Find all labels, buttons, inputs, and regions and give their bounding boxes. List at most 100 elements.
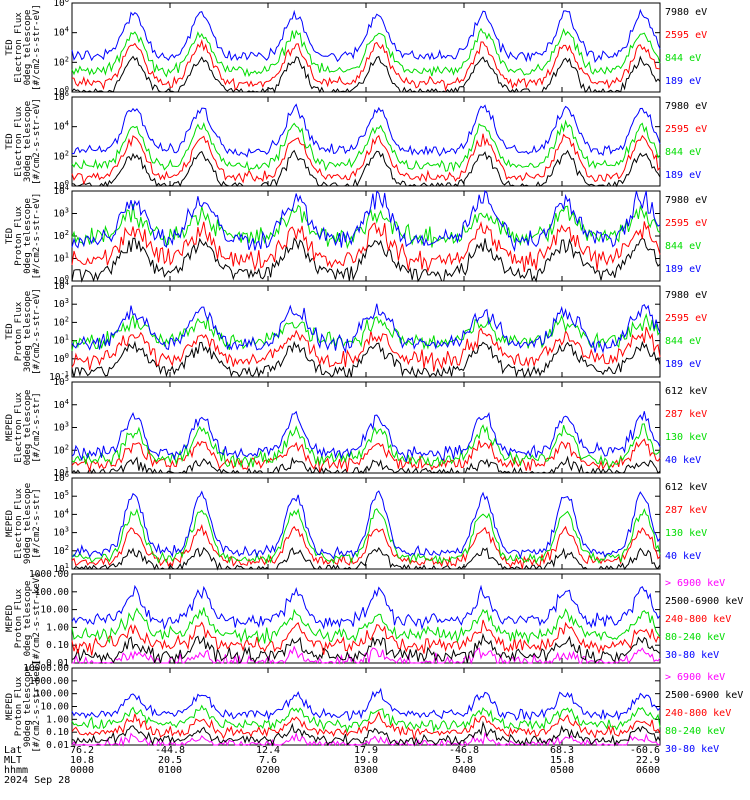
y-axis-label-line: 90deg telescope <box>23 666 33 747</box>
footer-lat-value: -44.8 <box>155 745 185 756</box>
y-tick-label: 0.01 <box>46 658 69 669</box>
y-tick-base: 10 <box>53 28 65 39</box>
y-tick-label: 1.00 <box>46 622 69 633</box>
y-tick-base: 10 <box>53 528 65 539</box>
series-trace <box>71 38 661 92</box>
footer-hhmm-value: 0300 <box>354 765 378 776</box>
legend-entry: 287 keV <box>665 505 707 516</box>
y-tick-label: 103 <box>53 421 69 434</box>
y-axis-label-line: TED <box>5 323 15 339</box>
y-axis-label-line: 30deg telescope <box>23 101 33 182</box>
legend-entry: 30-80 keV <box>665 650 719 661</box>
series-trace <box>71 455 661 475</box>
series-trace <box>71 584 661 631</box>
legend-entry: 130 keV <box>665 528 707 539</box>
y-tick-label: 10-1 <box>49 370 69 383</box>
y-tick-label: 104 <box>53 184 69 197</box>
y-tick-label: 103 <box>53 526 69 539</box>
y-axis-label-line: Electron Flux <box>14 392 24 463</box>
panel-frame <box>71 667 661 746</box>
footer-lat-value: 12.4 <box>256 745 280 756</box>
y-tick-label: 106 <box>53 0 69 9</box>
y-axis-label-line: 0deg telescope <box>23 10 33 86</box>
y-axis-label-line: MEPED <box>5 414 15 441</box>
footer-hhmm-value: 0400 <box>452 765 476 776</box>
y-axis-label-line: [#/cm2-s-str-keV] <box>32 660 42 752</box>
footer-lat-value: 68.3 <box>550 745 574 756</box>
y-tick-base: 10 <box>53 468 65 479</box>
y-axis-label-line: [#/cm2-s-str-eV] <box>32 4 42 91</box>
y-axis-label-line: TED <box>5 133 15 149</box>
y-axis-label-line: [#/cm2-s-str] <box>32 392 42 462</box>
y-tick-label: 100 <box>53 179 69 192</box>
y-tick-base: 10 <box>53 400 65 411</box>
y-axis-label-line: 0deg telescope <box>23 198 33 274</box>
y-tick-base: 10 <box>53 0 65 9</box>
y-tick-label: 102 <box>53 229 69 242</box>
series-trace <box>71 103 661 158</box>
y-axis-label-line: Proton Flux <box>14 588 24 648</box>
y-tick-label: 103 <box>53 297 69 310</box>
y-axis-label-line: Electron Flux <box>14 488 24 559</box>
footer-mlt-value: 10.8 <box>70 755 94 766</box>
panel-7: 0.01 0.10 1.00 10.00 100.00 1000.00 MEPED Proto… <box>5 569 743 669</box>
y-tick-base: 10 <box>53 186 65 197</box>
series-trace <box>71 326 661 372</box>
legend-entry: 2595 eV <box>665 124 707 135</box>
y-tick-label: 102 <box>53 544 69 557</box>
y-tick-label: 0.01 <box>46 740 69 751</box>
y-tick-exponent: 4 <box>65 26 69 34</box>
y-axis-label-line: 0deg telescope <box>23 581 33 657</box>
series-trace <box>71 190 661 253</box>
y-tick-base: 10 <box>53 491 65 502</box>
legend-entry: 7980 eV <box>665 7 707 18</box>
legend-entry: 2595 eV <box>665 313 707 324</box>
footer-hhmm-value: 0200 <box>256 765 280 776</box>
y-tick-exponent: 6 <box>65 90 69 98</box>
y-tick-label: 104 <box>53 279 69 292</box>
y-tick-label: 102 <box>53 55 69 68</box>
y-tick-label: 100 <box>53 274 69 287</box>
y-tick-exponent: 3 <box>65 297 69 305</box>
y-tick-exponent: 0 <box>65 352 69 360</box>
footer-lat-value: -60.6 <box>630 745 660 756</box>
legend-entry: 240-800 keV <box>665 614 731 625</box>
footer-hhmm-value: 0500 <box>550 765 574 776</box>
y-tick-base: 10 <box>53 87 65 98</box>
y-axis-label-line: [#/cm2-s-str-keV] <box>32 572 42 664</box>
y-axis-label-line: Electron Flux <box>14 106 24 177</box>
legend-entry: 844 eV <box>665 241 701 252</box>
series-trace <box>71 607 661 645</box>
y-tick-base: 10 <box>53 281 65 292</box>
y-tick-exponent: 4 <box>65 398 69 406</box>
y-tick-base: 10 <box>49 372 61 383</box>
legend-entry: > 6900 keV <box>665 578 725 589</box>
y-tick-exponent: 2 <box>65 229 69 237</box>
legend-entry: 189 eV <box>665 359 701 370</box>
y-axis-label-line: 90deg telescope <box>23 483 33 564</box>
legend-entry: 287 keV <box>665 409 707 420</box>
y-tick-exponent: 1 <box>65 334 69 342</box>
footer-mlt-value: 5.8 <box>455 755 473 766</box>
y-tick-label: 105 <box>53 375 69 388</box>
legend-entry: 130 keV <box>665 432 707 443</box>
footer-label-hhmm: hhmm <box>4 765 28 776</box>
series-trace <box>71 710 661 740</box>
series-trace <box>71 8 661 63</box>
y-tick-label: 102 <box>53 149 69 162</box>
series-trace <box>71 203 661 250</box>
series-trace <box>71 632 661 665</box>
legend-entry: 844 eV <box>665 147 701 158</box>
y-tick-exponent: 2 <box>65 315 69 323</box>
y-tick-base: 10 <box>53 423 65 434</box>
y-tick-base: 10 <box>53 299 65 310</box>
legend-entry: 189 eV <box>665 264 701 275</box>
series-trace <box>71 221 661 273</box>
y-tick-exponent: 6 <box>65 471 69 479</box>
y-tick-exponent: 5 <box>65 489 69 497</box>
